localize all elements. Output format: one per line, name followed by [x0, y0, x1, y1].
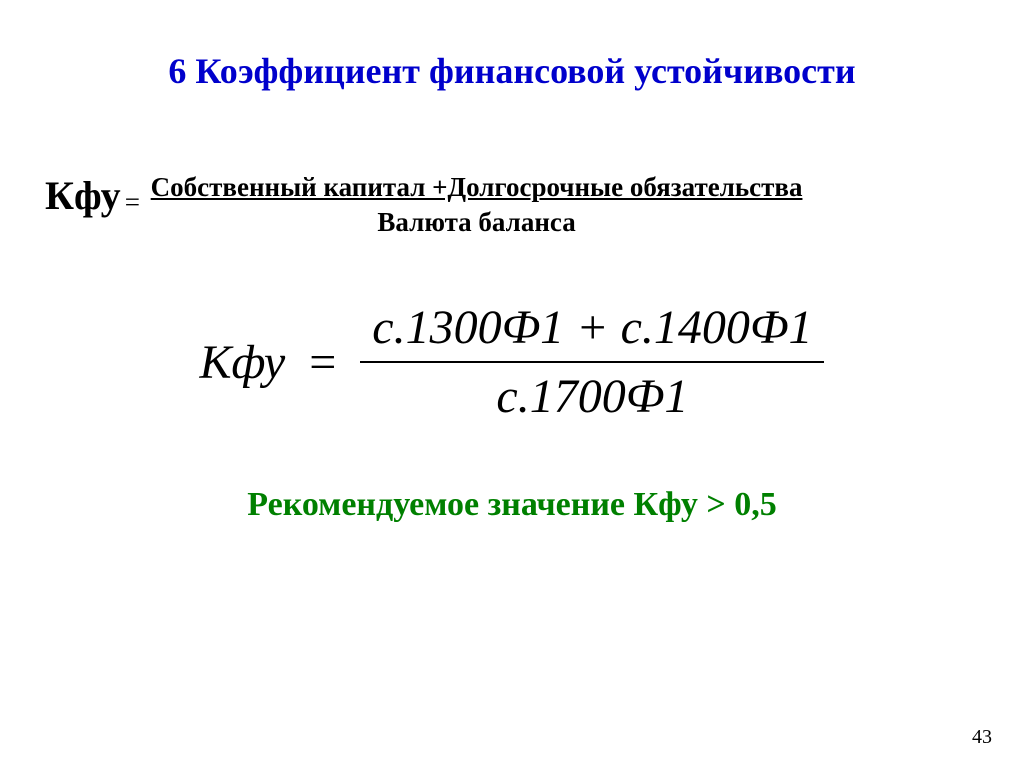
formula-equals: = Собственный капитал +Долгосрочные обяз… [125, 187, 803, 217]
equals-sign: = [125, 187, 140, 217]
math-numerator: с.1300Ф1 + с.1400Ф1 [360, 298, 824, 363]
math-formula: Кфу = с.1300Ф1 + с.1400Ф1 с.1700Ф1 [30, 298, 994, 426]
text-denominator: Валюта баланса [151, 207, 803, 238]
math-lhs: Кфу [200, 335, 286, 390]
math-equals: = [309, 335, 336, 390]
recommended-value: Рекомендуемое значение Кфу > 0,5 [30, 486, 994, 524]
formula-lhs: Кфу [45, 173, 121, 218]
slide-title: 6 Коэффициент финансовой устойчивости [30, 50, 994, 92]
text-numerator: Собственный капитал +Долгосрочные обязат… [151, 172, 803, 203]
page-number: 43 [972, 726, 992, 749]
text-formula: Кфу = Собственный капитал +Долгосрочные … [45, 172, 994, 238]
math-denominator: с.1700Ф1 [360, 363, 824, 426]
text-fraction: Собственный капитал +Долгосрочные обязат… [151, 172, 803, 238]
math-fraction: с.1300Ф1 + с.1400Ф1 с.1700Ф1 [360, 298, 824, 426]
